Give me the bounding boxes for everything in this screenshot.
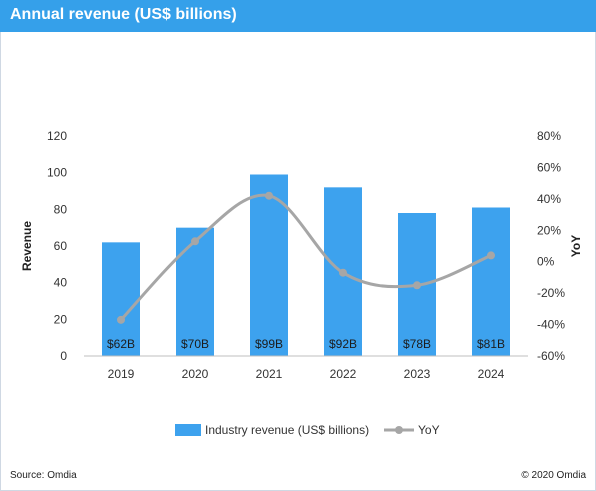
x-tick-label: 2021 [256,367,283,381]
y-tick-label: 0 [60,349,67,363]
source-note: Source: Omdia [10,470,77,481]
bar-data-label: $92B [329,337,357,351]
bar-data-label: $78B [403,337,431,351]
copyright-note: © 2020 Omdia [521,470,586,481]
bar [176,227,214,356]
yoy-point [413,281,421,290]
y-tick-label: 40 [54,276,68,290]
bar-data-label: $81B [477,337,505,351]
y2-tick-label: 60% [537,160,561,174]
bar-data-label: $99B [255,337,283,351]
chart-header: Annual revenue (US$ billions) [0,0,596,32]
yoy-point [191,237,199,246]
legend-label-bar: Industry revenue (US$ billions) [205,423,369,437]
legend-swatch-bar [175,424,201,436]
y2-tick-label: -40% [537,318,565,332]
y-tick-label: 120 [47,129,67,143]
chart-title: Annual revenue (US$ billions) [10,6,237,23]
bar [102,242,140,356]
bar-data-label: $62B [107,337,135,351]
y-tick-label: 80 [54,202,68,216]
yoy-point [339,268,347,277]
y2-tick-label: -20% [537,286,565,300]
yoy-point [265,191,273,200]
y-tick-label: 60 [54,239,68,253]
y-tick-label: 20 [54,312,68,326]
legend-swatch-marker [395,426,403,434]
y2-tick-label: -60% [537,349,565,363]
y2-tick-label: 20% [537,223,561,237]
yoy-line [119,193,492,321]
x-tick-label: 2024 [478,367,505,381]
x-tick-label: 2019 [108,367,135,381]
y2-tick-label: 80% [537,129,561,143]
bar [250,174,288,356]
y-tick-label: 100 [47,166,67,180]
chart-area: 0 20 40 60 80 100 120 -60% -40% -20% 0% 20% 40% 60% 80… [20,129,583,437]
x-tick-label: 2022 [330,367,357,381]
y2-tick-label: 0% [537,255,555,269]
y-axis-title: Revenue [20,221,34,271]
y2-axis-title: YoY [569,235,583,257]
legend-label-line: YoY [418,423,440,437]
bar [472,207,510,356]
x-tick-label: 2020 [182,367,209,381]
bar-data-label: $70B [181,337,209,351]
x-tick-label: 2023 [404,367,431,381]
y2-tick-label: 40% [537,192,561,206]
yoy-point [487,251,495,260]
yoy-point [117,315,125,324]
